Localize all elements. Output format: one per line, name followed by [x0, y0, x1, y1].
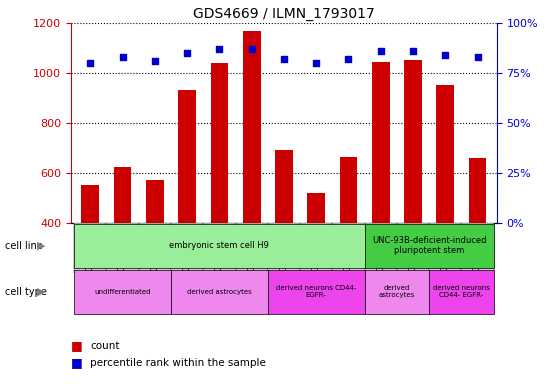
Title: GDS4669 / ILMN_1793017: GDS4669 / ILMN_1793017 [193, 7, 375, 21]
Text: GSM997555: GSM997555 [86, 224, 95, 271]
Text: derived astrocytes: derived astrocytes [187, 289, 252, 295]
Text: GSM997572: GSM997572 [408, 225, 418, 271]
Text: GSM997570: GSM997570 [473, 224, 482, 271]
Bar [146, 180, 164, 323]
Text: GSM997557: GSM997557 [150, 224, 159, 271]
Text: GSM997566: GSM997566 [280, 224, 288, 271]
FancyBboxPatch shape [333, 223, 365, 273]
Text: cell type: cell type [5, 287, 48, 297]
Point [473, 54, 482, 60]
Bar [340, 157, 357, 323]
Text: GSM997567: GSM997567 [312, 224, 321, 271]
FancyBboxPatch shape [171, 223, 203, 273]
FancyBboxPatch shape [365, 223, 397, 273]
FancyBboxPatch shape [429, 270, 494, 314]
FancyBboxPatch shape [139, 223, 171, 273]
Bar [178, 91, 196, 323]
Text: GSM997568: GSM997568 [344, 225, 353, 271]
Point [280, 56, 288, 62]
Bar [275, 151, 293, 323]
FancyBboxPatch shape [106, 223, 139, 273]
Text: ■: ■ [71, 339, 83, 352]
Point [86, 60, 94, 66]
Text: GSM997571: GSM997571 [376, 225, 385, 271]
Bar [436, 86, 454, 323]
Text: ▶: ▶ [37, 287, 45, 297]
Text: derived
astrocytes: derived astrocytes [379, 285, 415, 298]
Text: undifferentiated: undifferentiated [94, 289, 151, 295]
Text: GSM997564: GSM997564 [215, 224, 224, 271]
FancyBboxPatch shape [300, 223, 333, 273]
Point [344, 56, 353, 62]
Text: percentile rank within the sample: percentile rank within the sample [90, 358, 266, 368]
FancyBboxPatch shape [365, 270, 429, 314]
FancyBboxPatch shape [74, 223, 106, 273]
Text: count: count [90, 341, 120, 351]
Bar [81, 185, 99, 323]
FancyBboxPatch shape [397, 223, 429, 273]
Text: cell line: cell line [5, 241, 43, 251]
Bar [211, 63, 228, 323]
FancyBboxPatch shape [429, 223, 461, 273]
FancyBboxPatch shape [203, 223, 235, 273]
Point [441, 52, 449, 58]
Point [247, 46, 256, 52]
Text: ▶: ▶ [37, 241, 45, 251]
Text: ■: ■ [71, 356, 83, 369]
FancyBboxPatch shape [171, 270, 268, 314]
FancyBboxPatch shape [461, 223, 494, 273]
Text: embryonic stem cell H9: embryonic stem cell H9 [169, 241, 269, 250]
Text: UNC-93B-deficient-induced
pluripotent stem: UNC-93B-deficient-induced pluripotent st… [372, 236, 486, 255]
Point [376, 48, 385, 54]
Bar [404, 61, 422, 323]
Point [118, 54, 127, 60]
Point [215, 46, 224, 52]
Text: GSM997565: GSM997565 [247, 224, 256, 271]
Text: GSM997556: GSM997556 [118, 224, 127, 271]
Text: derived neurons CD44-
EGFR-: derived neurons CD44- EGFR- [276, 285, 357, 298]
Point [312, 60, 321, 66]
FancyBboxPatch shape [235, 223, 268, 273]
FancyBboxPatch shape [74, 223, 365, 268]
Bar [243, 31, 260, 323]
Bar [468, 158, 486, 323]
Point [151, 58, 159, 64]
Bar [307, 193, 325, 323]
Text: derived neurons
CD44- EGFR-: derived neurons CD44- EGFR- [433, 285, 490, 298]
Text: GSM997563: GSM997563 [182, 224, 192, 271]
FancyBboxPatch shape [268, 223, 300, 273]
Text: GSM997569: GSM997569 [441, 224, 450, 271]
FancyBboxPatch shape [74, 270, 171, 314]
FancyBboxPatch shape [268, 270, 365, 314]
Point [183, 50, 192, 56]
Bar [372, 62, 390, 323]
Bar [114, 167, 132, 323]
Point [408, 48, 417, 54]
FancyBboxPatch shape [365, 223, 494, 268]
